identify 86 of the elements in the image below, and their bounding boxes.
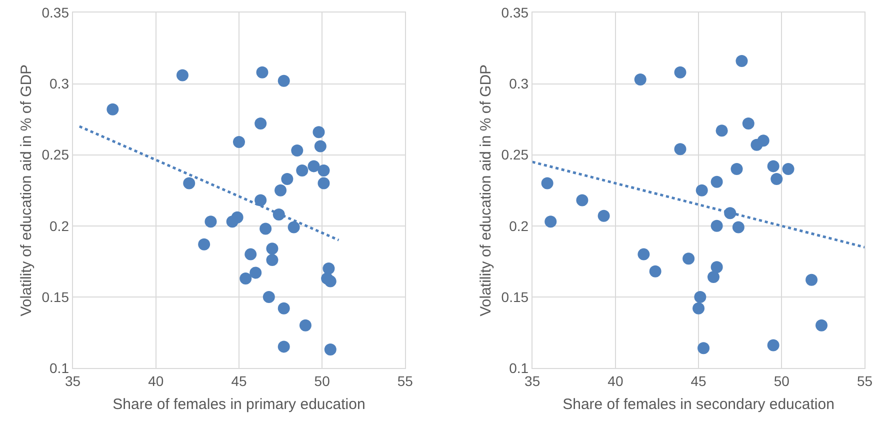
- point: [598, 210, 610, 222]
- point: [278, 74, 290, 87]
- point: [324, 344, 336, 356]
- point: [634, 73, 646, 86]
- point: [767, 339, 780, 352]
- point: [770, 172, 783, 185]
- x-tick-label: 55: [856, 372, 873, 389]
- point: [736, 55, 748, 68]
- y-tick-label: 0.3: [50, 76, 70, 92]
- point: [278, 302, 290, 314]
- point: [183, 177, 196, 190]
- point: [176, 69, 188, 82]
- point: [544, 216, 557, 228]
- point: [732, 221, 744, 234]
- point: [694, 290, 706, 303]
- point: [816, 319, 828, 332]
- point: [782, 163, 794, 176]
- point: [696, 184, 708, 196]
- point: [767, 160, 780, 172]
- point: [806, 274, 818, 286]
- y-tick-label: 0.25: [42, 146, 70, 163]
- point: [254, 118, 267, 130]
- point: [638, 248, 650, 260]
- y-tick-label: 0.2: [50, 218, 70, 234]
- point: [308, 160, 320, 172]
- point: [322, 262, 335, 275]
- point: [240, 272, 252, 284]
- point: [260, 222, 272, 235]
- point: [324, 275, 336, 288]
- x-tick-label: 45: [231, 372, 247, 389]
- point: [254, 194, 267, 206]
- point: [318, 164, 330, 176]
- x-tick-label: 45: [690, 372, 707, 389]
- point: [266, 242, 278, 255]
- point: [716, 124, 728, 137]
- point: [278, 340, 290, 353]
- point: [291, 144, 304, 157]
- point: [318, 177, 330, 190]
- y-tick-label: 0.3: [509, 76, 529, 92]
- point: [541, 177, 554, 190]
- y-tick-label: 0.35: [42, 4, 70, 21]
- point: [674, 66, 686, 78]
- y-axis-title: Volatility of education aid in % of GDP: [18, 64, 35, 316]
- point: [710, 176, 723, 188]
- x-tick-label: 40: [608, 372, 624, 389]
- point: [274, 184, 287, 196]
- point: [710, 220, 723, 232]
- point: [682, 252, 695, 265]
- x-tick-label: 55: [397, 372, 414, 389]
- y-tick-label: 0.15: [42, 288, 70, 305]
- x-tick-label: 40: [148, 372, 164, 389]
- point: [707, 271, 720, 284]
- y-tick-label: 0.35: [501, 4, 529, 21]
- y-axis-title: Volatility of education aid in % of GDP: [478, 64, 495, 316]
- point: [698, 342, 710, 354]
- point: [742, 118, 754, 130]
- y-tick-label: 0.25: [501, 146, 529, 163]
- point: [256, 66, 268, 78]
- point: [244, 248, 257, 260]
- point: [106, 103, 119, 116]
- x-axis-title: Share of females in primary education: [112, 396, 366, 413]
- point: [299, 319, 312, 332]
- point: [250, 266, 262, 279]
- point: [314, 140, 326, 152]
- point: [674, 143, 686, 156]
- point: [204, 216, 217, 228]
- point: [288, 221, 300, 234]
- point: [262, 290, 275, 303]
- y-tick-label: 0.15: [501, 288, 529, 305]
- point: [266, 254, 278, 266]
- point: [226, 216, 238, 228]
- point: [232, 136, 245, 148]
- point: [281, 172, 294, 185]
- point: [198, 238, 210, 250]
- point: [649, 265, 662, 278]
- point: [296, 164, 308, 176]
- point: [710, 261, 723, 274]
- x-axis-title: Share of females in secondary education: [562, 396, 834, 413]
- point: [312, 126, 325, 138]
- point: [576, 194, 588, 206]
- y-tick-label: 0.2: [509, 218, 529, 234]
- point: [757, 134, 770, 147]
- x-tick-label: 50: [314, 372, 330, 389]
- x-tick-label: 50: [774, 372, 790, 389]
- point: [730, 163, 743, 176]
- point: [692, 302, 705, 314]
